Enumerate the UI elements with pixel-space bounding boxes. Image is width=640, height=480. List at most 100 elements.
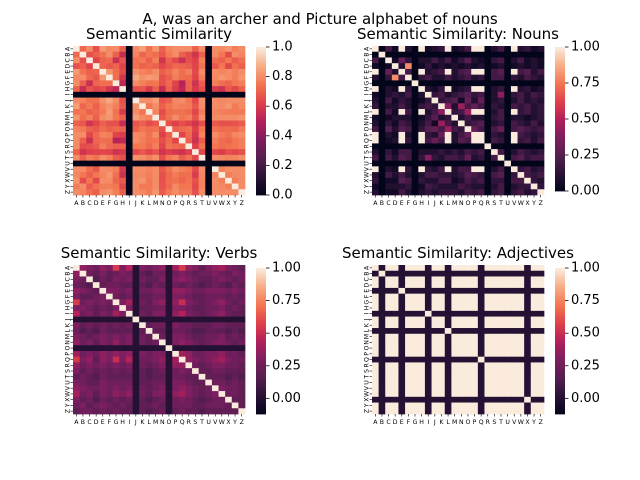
x-tick-label: J (134, 419, 137, 426)
heatmap-cell (211, 385, 219, 392)
heatmap-cell (99, 391, 107, 398)
heatmap-cell (112, 63, 120, 70)
heatmap-cell (159, 80, 166, 87)
heatmap-cell (378, 368, 386, 375)
heatmap-cell (159, 109, 166, 116)
heatmap-cell (372, 137, 379, 144)
heatmap-cell (524, 177, 532, 184)
heatmap-cell (444, 408, 452, 415)
heatmap-cell (438, 379, 446, 386)
y-tick-label: I (364, 94, 371, 96)
heatmap-cell (112, 270, 120, 277)
heatmap-cell (79, 396, 87, 403)
heatmap-cell (530, 282, 538, 289)
heatmap-cell (225, 316, 233, 323)
heatmap-cell (477, 385, 485, 392)
heatmap-cell (497, 265, 505, 272)
heatmap-cell (471, 97, 479, 104)
y-tick-label: Z (65, 409, 72, 413)
heatmap-cell (86, 276, 94, 283)
heatmap-cell (438, 97, 446, 104)
heatmap-cell (159, 166, 166, 173)
y-tick-label: Q (65, 357, 72, 362)
colorbar-band (555, 311, 565, 315)
heatmap-cell (477, 51, 485, 58)
heatmap-cell (92, 109, 100, 116)
heatmap-cell (159, 373, 166, 380)
heatmap-cell (125, 276, 133, 283)
heatmap-cell (418, 356, 426, 363)
heatmap-cell (444, 97, 452, 104)
heatmap-cell (385, 373, 393, 380)
heatmap-cell (418, 154, 426, 161)
colorbar-tick-label: 0.4 (272, 128, 293, 143)
heatmap-cell (106, 172, 114, 179)
heatmap-cell (444, 63, 452, 70)
heatmap-cell (178, 63, 186, 70)
heatmap-cell (86, 177, 94, 184)
heatmap-cell (211, 305, 219, 312)
colorbar-band (256, 116, 266, 119)
heatmap-cell (477, 109, 485, 116)
heatmap-cell (391, 80, 399, 87)
heatmap-cell (231, 57, 239, 64)
heatmap-cell (132, 408, 140, 415)
heatmap-cell (464, 328, 472, 335)
heatmap-cell (504, 91, 512, 98)
heatmap-cell (205, 408, 213, 415)
heatmap-cell (504, 68, 512, 75)
heatmap-cell (92, 333, 100, 340)
heatmap-cell (471, 299, 479, 306)
heatmap-cell (92, 276, 100, 283)
heatmap-cell (172, 114, 180, 121)
heatmap-cell (477, 368, 485, 375)
heatmap-cell (125, 391, 133, 398)
heatmap-cell (218, 137, 226, 144)
heatmap-cell (418, 373, 426, 380)
heatmap-cell (86, 362, 94, 369)
heatmap-cell (451, 183, 459, 190)
heatmap-cell (86, 373, 94, 380)
heatmap-cell (198, 86, 206, 93)
heatmap-cell (431, 160, 439, 167)
heatmap-cell (464, 385, 472, 392)
heatmap-cell (491, 328, 499, 335)
heatmap-cell (132, 51, 140, 58)
heatmap-cell (497, 373, 505, 380)
colorbar-band (555, 152, 565, 156)
heatmap-cell (99, 97, 107, 104)
heatmap-cell (537, 86, 545, 93)
heatmap-cell (438, 86, 446, 93)
colorbar-band (555, 121, 565, 125)
heatmap-cell (424, 265, 432, 272)
heatmap-cell (497, 385, 505, 392)
heatmap-cell (106, 396, 114, 403)
heatmap-cell (165, 373, 173, 380)
heatmap-cell (537, 362, 545, 369)
heatmap-cell (86, 183, 94, 190)
heatmap-cell (139, 287, 147, 294)
heatmap-cell (524, 402, 532, 409)
heatmap-cell (73, 120, 80, 127)
heatmap-cell (165, 172, 173, 179)
heatmap-cell (125, 120, 133, 127)
heatmap-cell (444, 51, 452, 58)
heatmap-cell (530, 333, 538, 340)
heatmap-cell (99, 385, 107, 392)
heatmap-cell (458, 80, 465, 87)
colorbar-band (555, 394, 565, 398)
colorbar-band (256, 319, 266, 322)
heatmap-cell (119, 299, 127, 306)
colorbar-band (555, 370, 565, 374)
heatmap-cell (218, 350, 226, 358)
heatmap-cell (152, 154, 160, 161)
heatmap-cell (198, 126, 206, 133)
heatmap-cell (510, 137, 518, 144)
heatmap-cell (92, 74, 100, 81)
colorbar-band (256, 328, 266, 332)
heatmap-cell (405, 305, 413, 312)
heatmap-cell (444, 270, 452, 277)
heatmap-cell (185, 74, 193, 81)
heatmap-cell (372, 160, 379, 167)
colorbar-band (256, 133, 266, 137)
